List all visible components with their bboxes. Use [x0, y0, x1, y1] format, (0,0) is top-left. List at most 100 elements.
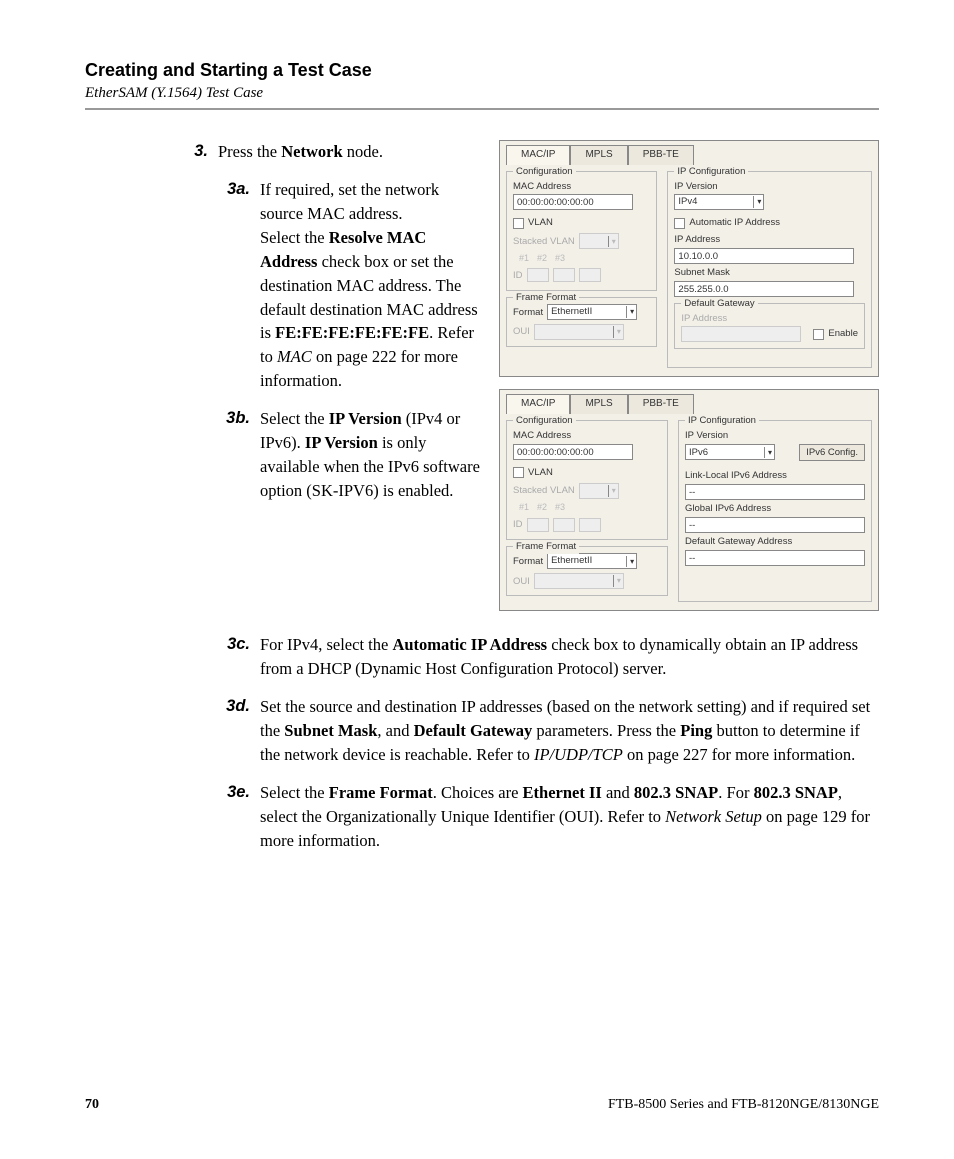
- checkbox-vlan[interactable]: [513, 467, 524, 478]
- label-vlan2: #2: [537, 501, 547, 514]
- label-vlan3: #3: [555, 252, 565, 265]
- label-auto-ip: Automatic IP Address: [689, 216, 780, 230]
- label-ip-version: IP Version: [685, 429, 865, 443]
- group-title: IP Configuration: [674, 165, 748, 179]
- label-vlan2: #2: [537, 252, 547, 265]
- group-title: Default Gateway: [681, 297, 757, 311]
- select-oui: ▾: [534, 324, 624, 340]
- label-mac-address: MAC Address: [513, 180, 650, 194]
- network-panel-ipv4: MAC/IP MPLS PBB-TE Configuration MAC Add…: [499, 140, 879, 377]
- tab-mpls[interactable]: MPLS: [570, 145, 627, 165]
- input-default-gw-addr[interactable]: --: [685, 550, 865, 566]
- tab-macip[interactable]: MAC/IP: [506, 394, 570, 414]
- checkbox-gw-enable[interactable]: [813, 329, 824, 340]
- step-text: Press the Network node.: [218, 140, 481, 164]
- page-footer: 70 FTB-8500 Series and FTB-8120NGE/8130N…: [85, 1097, 879, 1113]
- input-ip-address[interactable]: 10.10.0.0: [674, 248, 854, 264]
- group-title: Frame Format: [513, 540, 579, 554]
- group-ip-configuration: IP Configuration IP Version IPv6▾ IPv6 C…: [678, 420, 872, 603]
- label-vlan: VLAN: [528, 466, 553, 480]
- substep-number: 3e.: [218, 781, 260, 853]
- group-frame-format: Frame Format Format EthernetII▾ OUI ▾: [506, 546, 668, 597]
- group-configuration: Configuration MAC Address 00:00:00:00:00…: [506, 420, 668, 540]
- group-default-gateway: Default Gateway IP Address Enable: [674, 303, 865, 350]
- label-ip-version: IP Version: [674, 180, 865, 194]
- tab-mpls[interactable]: MPLS: [570, 394, 627, 414]
- select-oui: ▾: [534, 573, 624, 589]
- label-vlan3: #3: [555, 501, 565, 514]
- figure-stack: MAC/IP MPLS PBB-TE Configuration MAC Add…: [499, 140, 879, 623]
- label-gw-ip: IP Address: [681, 312, 858, 326]
- chevron-down-icon: ▾: [613, 326, 621, 338]
- input-id3: [579, 268, 601, 282]
- page-subtitle: EtherSAM (Y.1564) Test Case: [85, 85, 879, 102]
- group-ip-configuration: IP Configuration IP Version IPv4▾ Automa…: [667, 171, 872, 369]
- chevron-down-icon: ▾: [626, 556, 634, 568]
- input-id1: [527, 268, 549, 282]
- substep-text: For IPv4, select the Automatic IP Addres…: [260, 633, 879, 681]
- ipv6-config-button[interactable]: IPv6 Config.: [799, 444, 865, 462]
- input-mac-address[interactable]: 00:00:00:00:00:00: [513, 194, 633, 210]
- header-rule: [85, 108, 879, 110]
- tab-macip[interactable]: MAC/IP: [506, 145, 570, 165]
- substep-text: If required, set the network source MAC …: [260, 178, 481, 393]
- select-ip-version[interactable]: IPv4▾: [674, 194, 764, 210]
- chevron-down-icon: ▾: [613, 575, 621, 587]
- input-id3: [579, 518, 601, 532]
- chevron-down-icon: ▾: [608, 236, 616, 248]
- select-stacked-vlan: ▾: [579, 233, 619, 249]
- substep-number: 3b.: [218, 407, 260, 503]
- group-title: Configuration: [513, 165, 576, 179]
- label-format: Format: [513, 306, 543, 320]
- label-vlan: VLAN: [528, 216, 553, 230]
- input-global-ipv6[interactable]: --: [685, 517, 865, 533]
- label-stacked-vlan: Stacked VLAN: [513, 235, 575, 249]
- substep-text: Select the IP Version (IPv4 or IPv6). IP…: [260, 407, 481, 503]
- chevron-down-icon: ▾: [753, 196, 761, 208]
- select-ip-version[interactable]: IPv6▾: [685, 444, 775, 460]
- label-id: ID: [513, 518, 523, 532]
- tab-pbbte[interactable]: PBB-TE: [628, 394, 694, 414]
- input-subnet[interactable]: 255.255.0.0: [674, 281, 854, 297]
- input-mac-address[interactable]: 00:00:00:00:00:00: [513, 444, 633, 460]
- group-frame-format: Frame Format Format EthernetII▾ OUI ▾: [506, 297, 657, 348]
- substep-text: Select the Frame Format. Choices are Eth…: [260, 781, 879, 853]
- group-title: IP Configuration: [685, 414, 759, 428]
- tab-pbbte[interactable]: PBB-TE: [628, 145, 694, 165]
- label-vlan1: #1: [519, 501, 529, 514]
- chevron-down-icon: ▾: [626, 306, 634, 318]
- page-heading: Creating and Starting a Test Case: [85, 60, 879, 81]
- label-enable: Enable: [828, 327, 858, 341]
- content-body: MAC/IP MPLS PBB-TE Configuration MAC Add…: [180, 140, 879, 853]
- checkbox-vlan[interactable]: [513, 218, 524, 229]
- label-default-gw-addr: Default Gateway Address: [685, 535, 865, 549]
- substep-number: 3a.: [218, 178, 260, 393]
- label-id: ID: [513, 269, 523, 283]
- label-mac-address: MAC Address: [513, 429, 661, 443]
- substep-text: Set the source and destination IP addres…: [260, 695, 879, 767]
- input-id1: [527, 518, 549, 532]
- step-number: 3.: [180, 140, 218, 164]
- label-stacked-vlan: Stacked VLAN: [513, 484, 575, 498]
- label-oui: OUI: [513, 575, 530, 589]
- input-id2: [553, 518, 575, 532]
- group-configuration: Configuration MAC Address 00:00:00:00:00…: [506, 171, 657, 291]
- substep-number: 3d.: [218, 695, 260, 767]
- checkbox-auto-ip[interactable]: [674, 218, 685, 229]
- label-ip-address: IP Address: [674, 233, 865, 247]
- chevron-down-icon: ▾: [608, 485, 616, 497]
- label-format: Format: [513, 555, 543, 569]
- label-subnet: Subnet Mask: [674, 266, 865, 280]
- select-format[interactable]: EthernetII▾: [547, 553, 637, 569]
- select-format[interactable]: EthernetII▾: [547, 304, 637, 320]
- input-link-local[interactable]: --: [685, 484, 865, 500]
- label-vlan1: #1: [519, 252, 529, 265]
- input-gw-ip: [681, 326, 801, 342]
- group-title: Configuration: [513, 414, 576, 428]
- chevron-down-icon: ▾: [764, 447, 772, 459]
- label-oui: OUI: [513, 325, 530, 339]
- page-number: 70: [85, 1097, 99, 1113]
- label-global-ipv6: Global IPv6 Address: [685, 502, 865, 516]
- group-title: Frame Format: [513, 291, 579, 305]
- select-stacked-vlan: ▾: [579, 483, 619, 499]
